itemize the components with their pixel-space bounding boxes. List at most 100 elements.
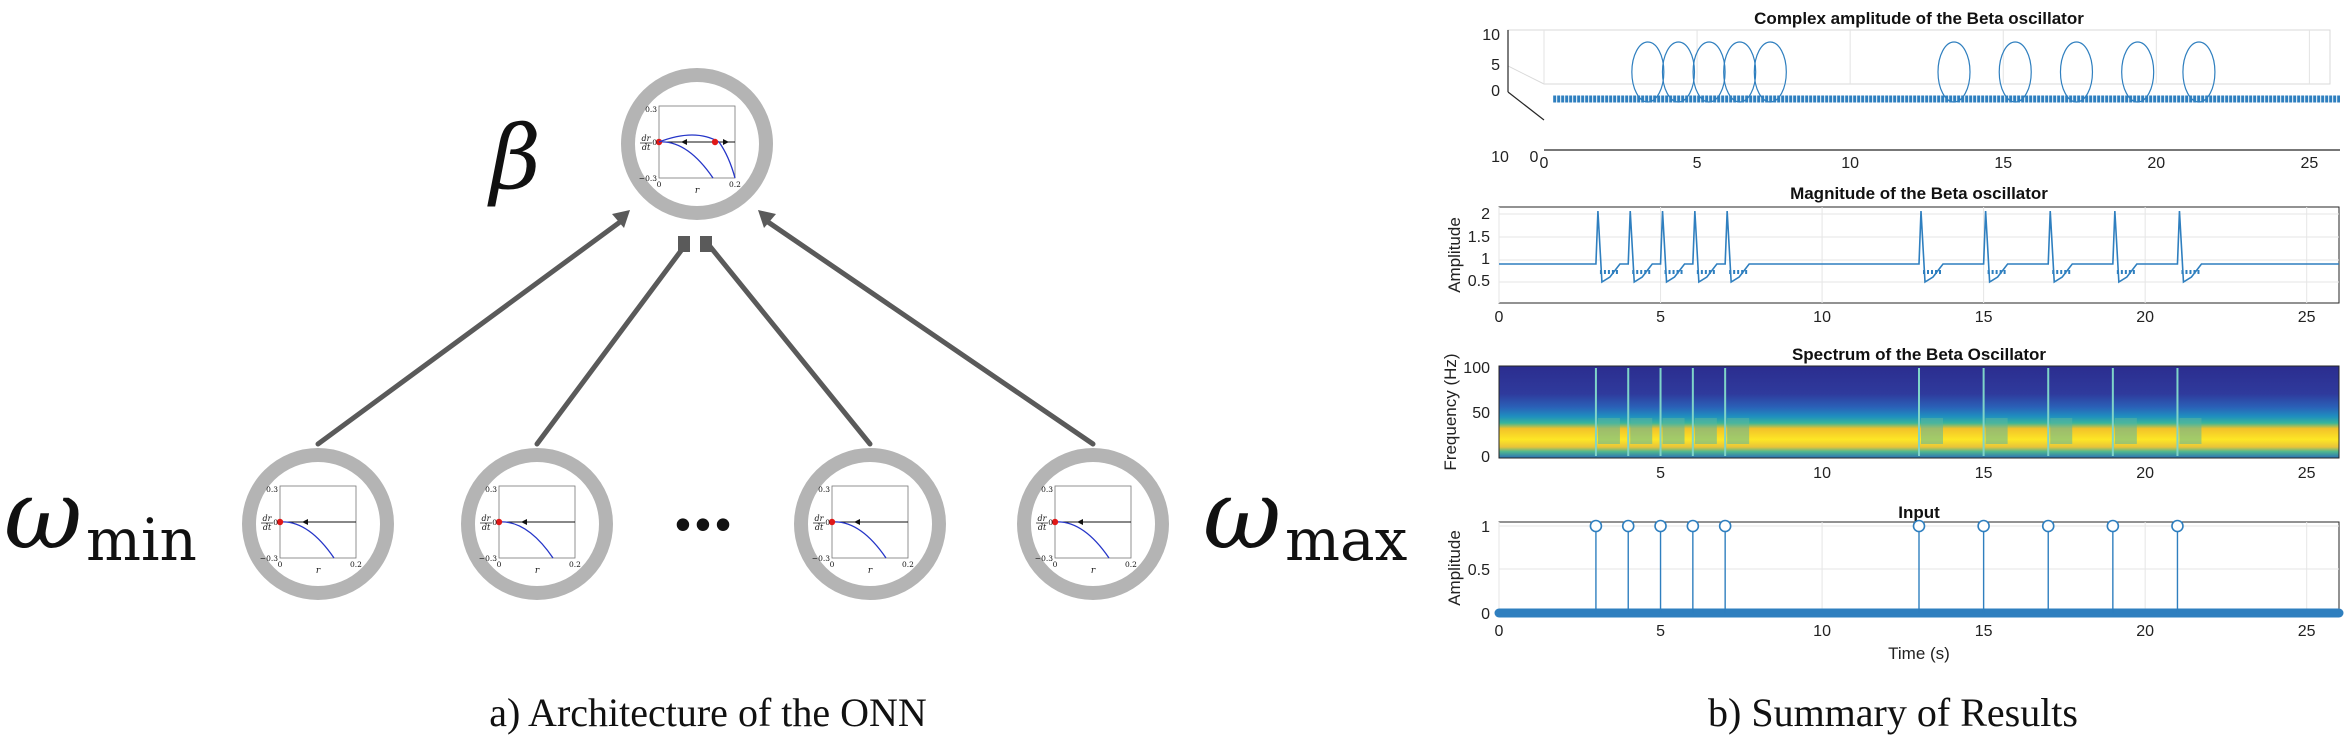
complex-x-ticks: 0 5 10 15 20 25	[1540, 155, 2319, 172]
mag-ytick-2: 2	[1481, 206, 1490, 223]
complex-depth-tick-10: 10	[1491, 149, 1509, 166]
panel-complex-amplitude: Complex amplitude of the Beta oscillator…	[1482, 9, 2340, 172]
connector-4	[758, 210, 776, 228]
x-tick-label: 20	[2136, 465, 2154, 482]
omega-min-label: ω min	[4, 459, 197, 574]
phase-ylabel-den: dt	[482, 523, 491, 532]
phase-ylabel-num: dr	[263, 514, 273, 523]
phase-ytick-zero: 0	[273, 518, 278, 527]
title-spectrum: Spectrum of the Beta Oscillator	[1792, 345, 2046, 364]
results-summary: Complex amplitude of the Beta oscillator…	[1441, 9, 2344, 735]
flow-arrow-icon	[1077, 519, 1083, 525]
phase-ylabel-num: dr	[1038, 514, 1048, 523]
complex-depth-ticks: 10 0	[1491, 149, 1538, 166]
phase-xtick-left: 0	[1053, 560, 1058, 569]
panel-spectrum: Spectrum of the Beta Oscillator Frequenc…	[1441, 345, 2340, 482]
input-y-ticks: 1 0.5 0	[1468, 519, 1490, 623]
flow-arrow-icon	[521, 519, 527, 525]
x-tick-label: 10	[1813, 465, 1831, 482]
input-stem-marker	[2041, 519, 2055, 533]
connection-3-to-beta	[705, 241, 873, 447]
phase-curve	[279, 521, 335, 559]
ellipsis: •••	[675, 498, 735, 550]
input-stem-marker	[1654, 519, 1667, 533]
connector-3	[700, 236, 712, 252]
phase-xtick-right: 0.2	[729, 180, 741, 189]
spectrum-ringing	[1727, 418, 1750, 444]
omega-min-subscript: min	[86, 506, 197, 574]
phase-xlabel: r	[868, 566, 873, 576]
phase-curve	[498, 521, 554, 559]
mag-ytick-1-5: 1.5	[1468, 229, 1490, 246]
input-stem-plot	[1494, 519, 2344, 618]
complex-y-ticks: 10 5 0	[1482, 27, 1500, 100]
connection-max-to-beta	[765, 219, 1096, 447]
phase-xtick-right: 0.2	[569, 560, 581, 569]
fixed-point-marker	[1051, 518, 1059, 526]
inp-ytick-0-5: 0.5	[1468, 562, 1490, 579]
phase-ytick-bottom: −0.3	[260, 554, 278, 563]
input-stem-marker	[1718, 519, 1732, 533]
complex-loop	[1631, 41, 1665, 103]
spectrum-y-ticks: 100 50 0	[1463, 360, 1490, 466]
phase-xtick-left: 0	[497, 560, 502, 569]
x-tick-label: 5	[1656, 465, 1665, 482]
phase-ytick-zero: 0	[825, 518, 830, 527]
phase-xtick-right: 0.2	[902, 560, 914, 569]
spec-ytick-100: 100	[1463, 360, 1490, 377]
phase-xtick-left: 0	[278, 560, 283, 569]
phase-ytick-top: 0.3	[1041, 485, 1053, 494]
fixed-point-marker	[828, 518, 836, 526]
phase-ytick-top: 0.3	[485, 485, 497, 494]
phase-xtick-left: 0	[830, 560, 835, 569]
magnitude-y-ticks: 2 1.5 1 0.5	[1468, 206, 1490, 290]
connector-1	[612, 210, 630, 228]
spectrogram-transients	[1594, 368, 2202, 456]
phase-ytick-zero: 0	[652, 138, 657, 147]
spectrum-ringing	[1694, 418, 1717, 444]
input-stem-marker	[2171, 519, 2184, 533]
complex-loop	[1723, 41, 1757, 103]
phase-ytick-bottom: −0.3	[812, 554, 830, 563]
phase-ytick-bottom: −0.3	[479, 554, 497, 563]
spectrum-ringing	[1985, 418, 2008, 444]
phase-ylabel-den: dt	[263, 523, 272, 532]
caption-architecture: a) Architecture of the ONN	[489, 690, 927, 735]
phase-xtick-left: 0	[657, 180, 662, 189]
x-tick-label: 25	[2298, 465, 2316, 482]
phase-ylabel-den: dt	[642, 143, 651, 152]
omega-max-label: ω max	[1203, 459, 1407, 574]
x-tick-label: 25	[2300, 155, 2318, 172]
x-tick-label: 10	[1841, 155, 1859, 172]
complex-loop	[1661, 41, 1696, 103]
complex-box	[1507, 29, 2331, 85]
x-tick-label: 15	[1975, 465, 1993, 482]
beta-flow-arrow-icon	[723, 139, 729, 145]
spectrum-ringing	[1630, 418, 1653, 444]
x-tick-label: 0	[1495, 623, 1504, 640]
spectrum-ringing	[2114, 418, 2137, 444]
synapse-connectors	[612, 210, 776, 252]
complex-loop	[1998, 41, 2032, 103]
flow-arrow-icon	[302, 519, 308, 525]
phase-xlabel: r	[316, 566, 321, 576]
x-tick-label: 10	[1813, 623, 1831, 640]
input-stem-marker	[2106, 519, 2120, 533]
phase-ylabel-num: dr	[482, 514, 492, 523]
x-tick-label: 25	[2298, 623, 2316, 640]
phase-ylabel-num: dr	[815, 514, 825, 523]
x-tick-label: 15	[1975, 309, 1993, 326]
input-x-ticks: 0 5 10 15 20 25	[1495, 623, 2316, 640]
spectrum-ringing	[1662, 418, 1685, 444]
omega-max-symbol: ω	[1203, 459, 1281, 571]
x-tick-label: 20	[2136, 623, 2154, 640]
x-tick-label: 20	[2147, 155, 2165, 172]
